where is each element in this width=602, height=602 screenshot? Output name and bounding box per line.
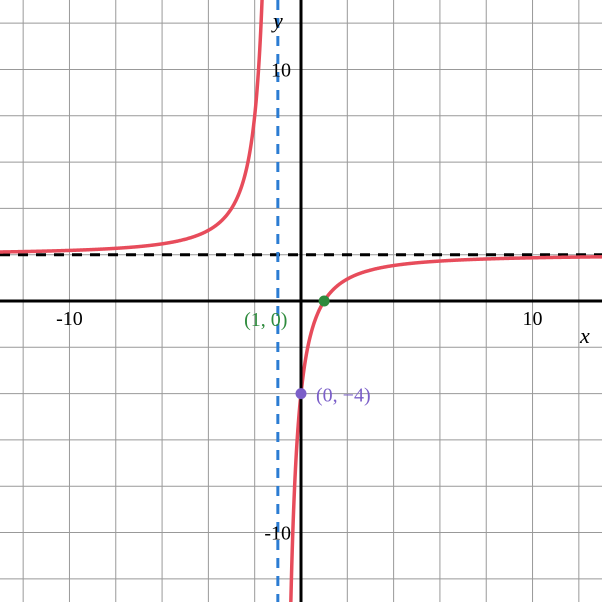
point-label: (0, −4) bbox=[316, 385, 371, 407]
y-axis-label: y bbox=[271, 8, 283, 33]
chart: -10 10 -10 10 y x (1, 0) (0, −4) bbox=[0, 0, 602, 602]
y-tick-label: 10 bbox=[271, 59, 291, 81]
point-label: (1, 0) bbox=[244, 309, 287, 331]
x-tick-label: -10 bbox=[56, 308, 83, 330]
x-tick-label: 10 bbox=[523, 308, 543, 330]
chart-svg: -10 10 -10 10 y x (1, 0) (0, −4) bbox=[0, 0, 602, 602]
x-axis-label: x bbox=[579, 323, 590, 348]
y-tick-label: -10 bbox=[264, 523, 291, 545]
marked-point bbox=[296, 388, 307, 399]
marked-point bbox=[319, 296, 330, 307]
